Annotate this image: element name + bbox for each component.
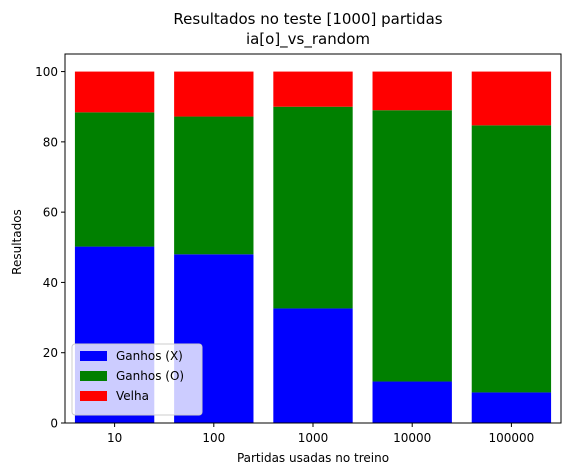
x-tick-label: 10000 [393, 431, 431, 445]
bar-100000-series-2 [471, 71, 552, 126]
legend-swatch-0 [80, 351, 107, 361]
x-tick-label: 10 [107, 431, 122, 445]
y-tick-label: 0 [50, 417, 58, 431]
legend-label-0: Ganhos (X) [116, 349, 183, 363]
bars-group [74, 71, 552, 423]
chart-subtitle: ia[o]_vs_random [246, 30, 370, 49]
legend-label-1: Ganhos (O) [116, 369, 184, 383]
y-tick-label: 20 [43, 346, 58, 360]
x-tick-label: 100 [202, 431, 225, 445]
legend-label-2: Velha [116, 389, 149, 403]
bar-10-series-1 [74, 112, 155, 247]
x-axis: 10 100 1000 10000 100000 [107, 423, 534, 445]
legend-swatch-2 [80, 391, 107, 401]
x-tick-label: 1000 [298, 431, 329, 445]
y-tick-label: 40 [43, 276, 58, 290]
bar-100-series-1 [174, 116, 254, 255]
legend: Ganhos (X) Ganhos (O) Velha [71, 343, 203, 416]
bar-1000-series-0 [273, 308, 353, 423]
y-tick-label: 100 [35, 65, 58, 79]
bar-100-series-2 [174, 71, 254, 117]
y-tick-label: 60 [43, 206, 58, 220]
bar-100000-series-0 [471, 392, 552, 423]
bar-100000-series-1 [471, 125, 552, 393]
x-axis-label: Partidas usadas no treino [237, 451, 389, 465]
bar-10-series-2 [74, 71, 155, 113]
bar-10000-series-2 [372, 71, 452, 111]
bar-10000-series-1 [372, 110, 452, 382]
y-axis: 0 20 40 60 80 100 [35, 65, 65, 431]
chart-title: Resultados no teste [1000] partidas [173, 10, 442, 28]
bar-10000-series-0 [372, 381, 452, 423]
y-axis-label: Resultados [10, 209, 24, 275]
x-tick-label: 100000 [488, 431, 534, 445]
y-tick-label: 80 [43, 135, 58, 149]
bar-1000-series-1 [273, 106, 353, 309]
legend-swatch-1 [80, 371, 107, 381]
bar-1000-series-2 [273, 71, 353, 107]
